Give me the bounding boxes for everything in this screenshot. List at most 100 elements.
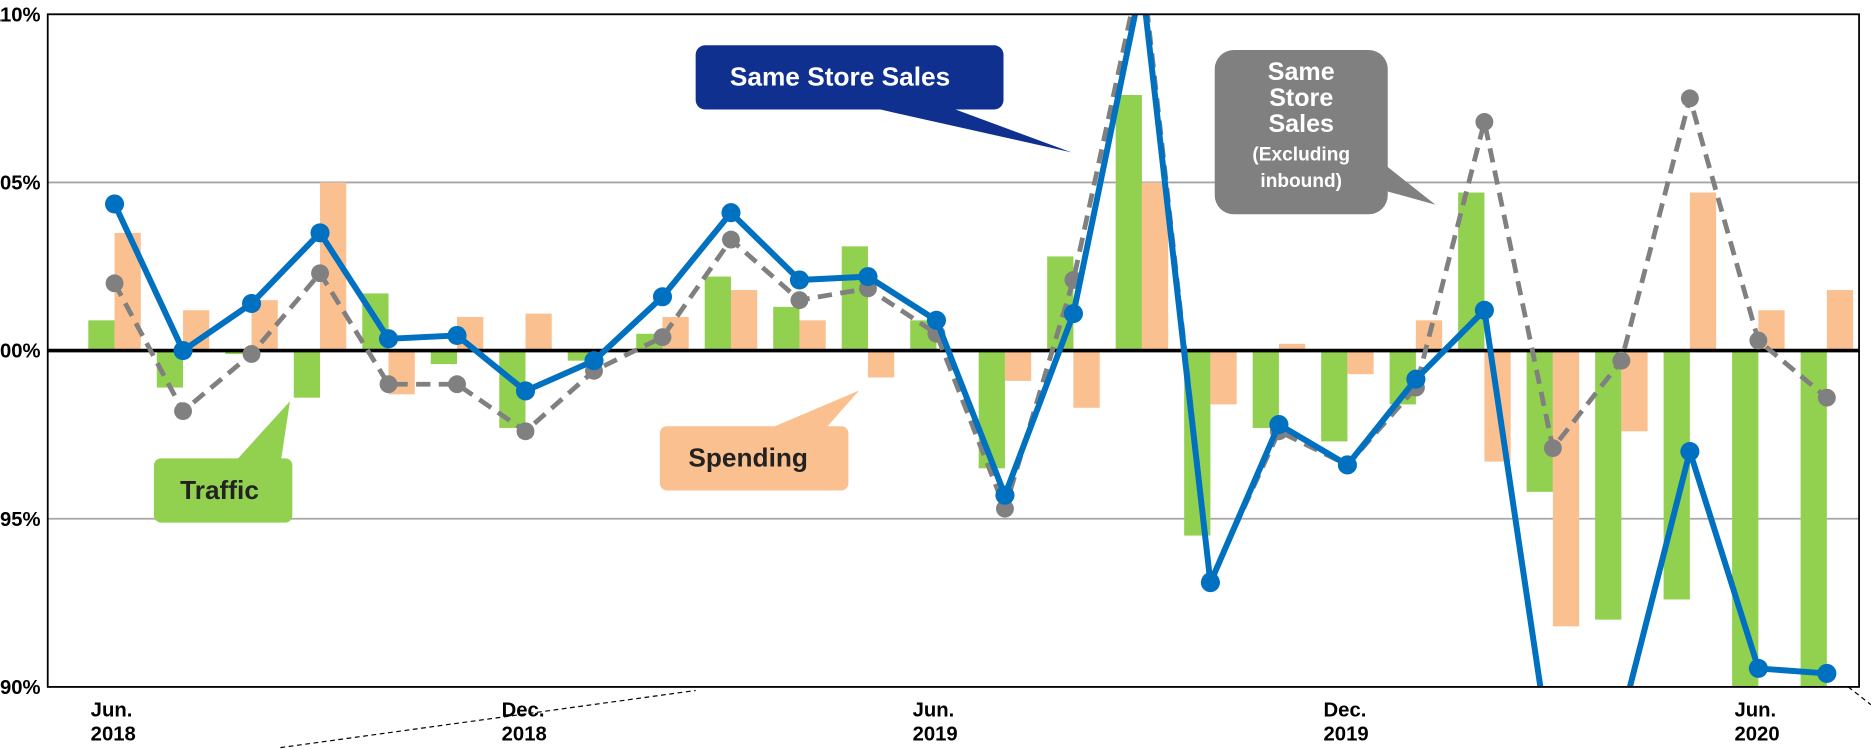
plot-frame [46, 13, 1860, 688]
point [926, 310, 947, 330]
bar [867, 350, 895, 378]
point [515, 381, 536, 401]
y-tick-label: 90% [0, 677, 41, 699]
x-tick-label-box: Dec. 2019 [1323, 698, 1369, 746]
point [1543, 439, 1562, 458]
x-tick-label-box: Dec. 2018 [501, 698, 547, 746]
point [105, 274, 124, 293]
bar [567, 350, 594, 361]
bar [1047, 256, 1074, 351]
bar [1689, 192, 1717, 351]
y-tick-label: 95% [0, 509, 41, 531]
bar [704, 276, 731, 351]
point [722, 230, 740, 249]
bar [799, 320, 826, 351]
bar [1004, 350, 1032, 381]
point [310, 223, 330, 243]
point [1817, 388, 1836, 407]
bar [1073, 350, 1100, 408]
point [1612, 351, 1631, 370]
callout-sss: Same Store Sales [695, 45, 1072, 153]
point [790, 291, 809, 310]
callout-sss-ex: Same Store Sales (Excluding inbound) [1214, 50, 1436, 215]
callout-label: Spending [688, 443, 808, 473]
point [173, 341, 193, 361]
point [858, 267, 878, 287]
x-tick-label: Dec. 2019 [1323, 698, 1369, 746]
bar [430, 350, 458, 365]
point [1063, 304, 1083, 324]
point [1680, 441, 1700, 462]
bar [1595, 350, 1622, 620]
point [1474, 300, 1494, 320]
point [652, 287, 673, 307]
lines [105, 14, 1837, 730]
point [311, 264, 329, 283]
x-tick-label-box: Jun. 2018 [90, 698, 136, 746]
point [1612, 711, 1631, 730]
point [379, 375, 398, 394]
point [378, 329, 399, 349]
bar [730, 290, 758, 351]
bar [1826, 290, 1854, 351]
callout-traffic: Traffic [153, 401, 293, 523]
bar [1552, 350, 1580, 627]
point [174, 402, 192, 421]
point [241, 293, 262, 314]
bar [525, 313, 552, 351]
bar [773, 306, 800, 351]
bar [293, 350, 321, 398]
series-line [111, 14, 1828, 687]
point [653, 328, 672, 347]
bar [841, 246, 868, 351]
x-tick-label: Jun. 2020 [1734, 698, 1780, 746]
x-tick-label: Dec. 2018 [501, 698, 547, 746]
y-tick-label: 110% [0, 4, 41, 26]
point [105, 194, 125, 214]
point [1748, 658, 1768, 678]
bar [88, 320, 115, 351]
bar [1347, 350, 1374, 375]
x-tick-label-box: Jun. 2020 [1734, 698, 1780, 746]
y-tick-label: 105% [0, 173, 41, 195]
callout-label: Same Store Sales [730, 62, 950, 92]
point [447, 325, 467, 345]
point [995, 485, 1015, 505]
point [721, 203, 741, 223]
x-tick-label: Jun. 2019 [912, 698, 958, 746]
point [789, 270, 810, 290]
point [1200, 573, 1220, 593]
callout-note: (Excluding inbound) [1252, 145, 1351, 192]
decor-line [1847, 686, 1871, 706]
point [1337, 455, 1357, 475]
point [448, 375, 466, 394]
bar [1321, 350, 1348, 442]
x-tick-label: Jun. 2018 [90, 698, 136, 746]
callout-label: Traffic [180, 475, 259, 505]
point [1680, 89, 1699, 108]
bar [1800, 350, 1827, 687]
point [995, 499, 1014, 518]
point [516, 422, 535, 441]
callout-spending: Spending [659, 390, 860, 491]
y-tick-label: 100% [0, 341, 41, 363]
bar [1141, 182, 1169, 351]
point [1269, 415, 1289, 435]
bar [1115, 95, 1142, 351]
decor-line [280, 689, 696, 749]
point [242, 345, 261, 363]
point [1406, 369, 1426, 389]
bars [88, 95, 1854, 687]
point [1475, 112, 1494, 131]
point [1817, 663, 1837, 683]
callout-label: Same Store Sales [1267, 59, 1335, 139]
bar [1252, 350, 1279, 428]
bar [1210, 350, 1237, 405]
point [584, 351, 604, 371]
point [1749, 331, 1768, 350]
series-line [112, 14, 1829, 584]
bar [1278, 343, 1306, 351]
labels: 90% 95% 100% 105% 110% Jun. 2018 Dec. 2018 Jun.… [0, 4, 1780, 746]
